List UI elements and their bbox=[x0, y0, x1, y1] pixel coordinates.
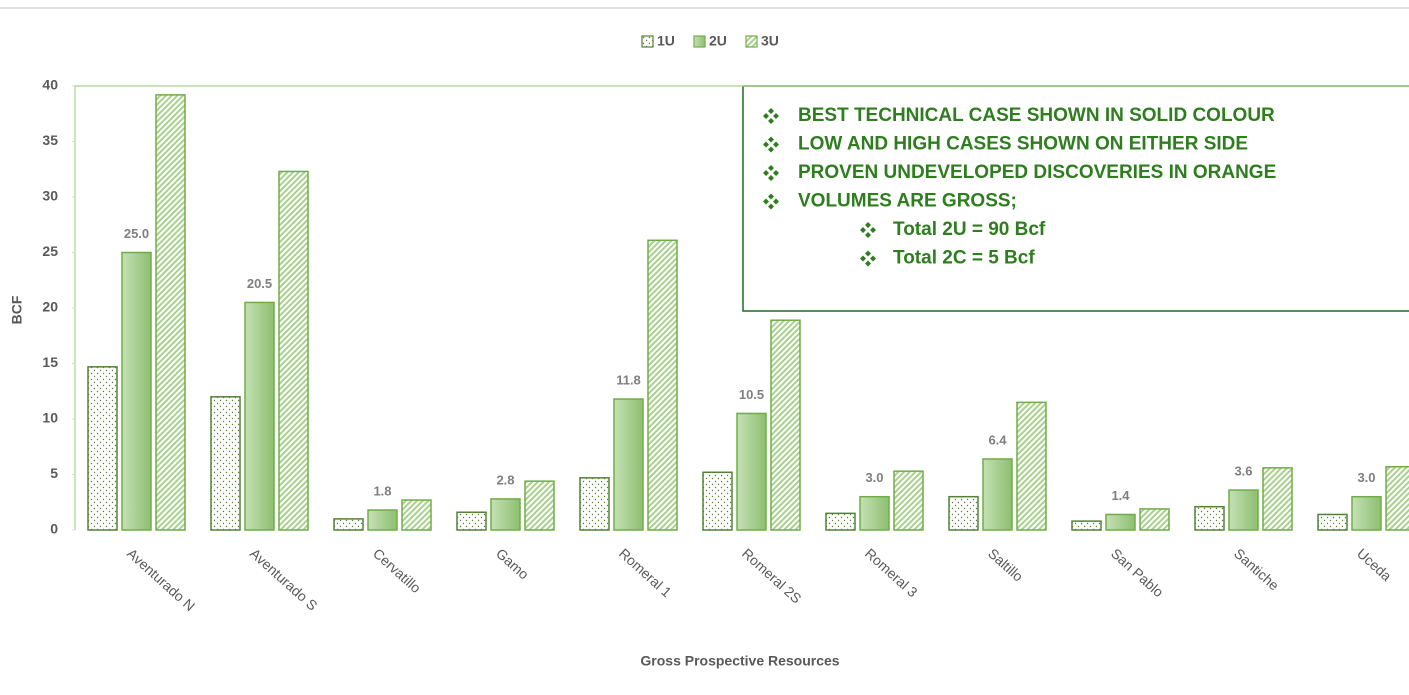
bar bbox=[121, 251, 152, 531]
bar bbox=[1262, 467, 1293, 531]
y-tick-label: 20 bbox=[42, 299, 58, 315]
bar bbox=[524, 480, 555, 531]
x-tick-label: San Pablo bbox=[1108, 545, 1167, 600]
data-label: 2.8 bbox=[496, 472, 514, 487]
legend-swatch bbox=[745, 35, 758, 48]
legend-swatch bbox=[641, 35, 654, 48]
bar bbox=[278, 170, 309, 531]
bar bbox=[1317, 513, 1348, 531]
annotation-subtext: Total 2U = 90 Bcf bbox=[893, 219, 1046, 240]
bar bbox=[1071, 520, 1102, 531]
x-tick-label: Romeral 1 bbox=[616, 545, 675, 600]
legend-label: 3U bbox=[761, 33, 779, 49]
annotation-text: PROVEN UNDEVELOPED DISCOVERIES IN ORANGE bbox=[798, 162, 1276, 183]
y-tick-label: 40 bbox=[42, 77, 58, 93]
data-label: 11.8 bbox=[616, 372, 641, 387]
y-tick-label: 5 bbox=[50, 465, 58, 481]
bar bbox=[770, 319, 801, 531]
bar bbox=[1016, 401, 1047, 531]
data-label: 1.4 bbox=[1111, 488, 1130, 503]
x-tick-label: Romeral 2S bbox=[739, 545, 805, 606]
y-axis-title: BCF bbox=[9, 295, 25, 324]
legend-swatch bbox=[693, 35, 706, 48]
x-tick-label: Uceda bbox=[1354, 545, 1395, 584]
bar bbox=[210, 396, 241, 531]
y-tick-label: 10 bbox=[42, 410, 58, 426]
bar bbox=[333, 518, 364, 531]
bar bbox=[490, 498, 521, 531]
bar bbox=[155, 94, 186, 531]
bar bbox=[982, 458, 1013, 531]
annotation-text: VOLUMES ARE GROSS; bbox=[798, 191, 1017, 212]
data-label: 10.5 bbox=[739, 387, 764, 402]
x-tick-label: Romeral 3 bbox=[862, 545, 921, 600]
x-axis-title: Gross Prospective Resources bbox=[640, 653, 839, 669]
y-tick-label: 15 bbox=[42, 354, 58, 370]
y-tick-label: 35 bbox=[42, 132, 58, 148]
bar bbox=[456, 511, 487, 531]
x-tick-label: Aventurado S bbox=[247, 545, 321, 613]
bar bbox=[1228, 489, 1259, 531]
data-label: 20.5 bbox=[247, 276, 272, 291]
bullet-icon bbox=[860, 222, 876, 238]
data-label: 3.0 bbox=[1357, 470, 1375, 485]
bullet-icon bbox=[860, 250, 876, 267]
bullet-icon bbox=[763, 165, 779, 181]
bar bbox=[736, 412, 767, 531]
bar bbox=[1194, 505, 1225, 531]
bar bbox=[613, 398, 644, 531]
bar bbox=[702, 471, 733, 531]
y-tick-label: 0 bbox=[50, 521, 58, 537]
bullet-icon bbox=[763, 108, 779, 124]
bar bbox=[1385, 465, 1409, 531]
bullet-icon bbox=[763, 193, 779, 210]
annotation-text: BEST TECHNICAL CASE SHOWN IN SOLID COLOU… bbox=[798, 105, 1275, 126]
x-tick-label: Aventurado N bbox=[124, 545, 198, 614]
bullet-icon bbox=[763, 136, 779, 153]
x-tick-label: Gamo bbox=[493, 545, 532, 583]
bar bbox=[87, 366, 118, 531]
bar bbox=[1351, 495, 1382, 531]
data-label: 3.0 bbox=[865, 470, 883, 485]
data-label: 1.8 bbox=[373, 483, 391, 498]
bar bbox=[1105, 513, 1136, 531]
bar bbox=[367, 509, 398, 531]
annotation-box bbox=[742, 85, 1409, 312]
bar bbox=[244, 301, 275, 531]
legend-label: 1U bbox=[657, 33, 675, 49]
bar bbox=[647, 239, 678, 531]
annotation-text: LOW AND HIGH CASES SHOWN ON EITHER SIDE bbox=[798, 134, 1248, 155]
data-label: 6.4 bbox=[988, 432, 1007, 447]
bar bbox=[579, 477, 610, 531]
bar bbox=[948, 495, 979, 531]
bar bbox=[893, 470, 924, 531]
annotation-subtext: Total 2C = 5 Bcf bbox=[893, 248, 1035, 269]
data-label: 3.6 bbox=[1234, 463, 1252, 478]
x-tick-label: Saltillo bbox=[985, 545, 1027, 585]
bar bbox=[859, 495, 890, 531]
x-tick-label: Santiche bbox=[1231, 545, 1282, 593]
bar bbox=[825, 512, 856, 531]
data-label: 25.0 bbox=[124, 226, 149, 241]
bar bbox=[1139, 508, 1170, 531]
x-tick-label: Cervatillo bbox=[370, 545, 424, 596]
legend-label: 2U bbox=[709, 33, 727, 49]
y-tick-label: 25 bbox=[42, 243, 58, 259]
bar bbox=[401, 499, 432, 531]
y-tick-label: 30 bbox=[42, 188, 58, 204]
